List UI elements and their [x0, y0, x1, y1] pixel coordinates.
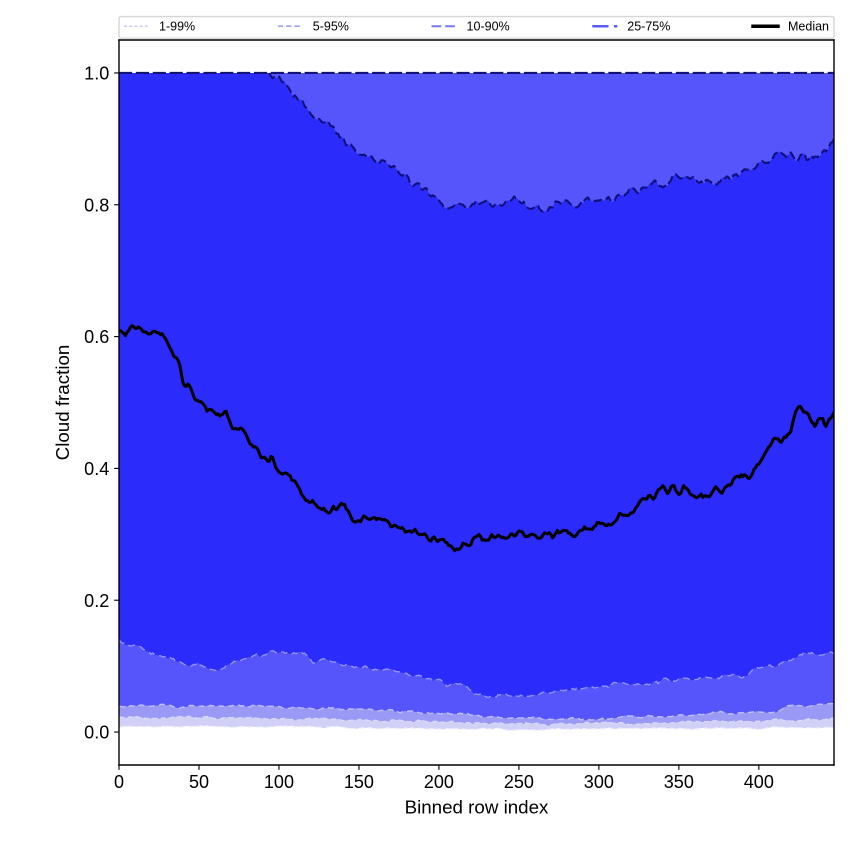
svg-text:0.6: 0.6 [84, 327, 109, 347]
svg-text:1-99%: 1-99% [159, 20, 195, 34]
svg-text:0.8: 0.8 [84, 195, 109, 215]
svg-text:50: 50 [189, 772, 209, 792]
svg-text:10-90%: 10-90% [467, 20, 510, 34]
svg-text:0.0: 0.0 [84, 723, 109, 743]
svg-text:1.0: 1.0 [84, 63, 109, 83]
svg-text:400: 400 [744, 772, 774, 792]
svg-text:250: 250 [504, 772, 534, 792]
svg-text:5-95%: 5-95% [313, 20, 349, 34]
svg-text:Binned row index: Binned row index [405, 796, 549, 817]
svg-text:Median: Median [788, 20, 829, 34]
svg-text:0.2: 0.2 [84, 591, 109, 611]
svg-text:0.4: 0.4 [84, 459, 109, 479]
svg-text:200: 200 [424, 772, 454, 792]
svg-text:350: 350 [664, 772, 694, 792]
svg-text:300: 300 [584, 772, 614, 792]
svg-text:0: 0 [114, 772, 124, 792]
svg-text:150: 150 [344, 772, 374, 792]
svg-text:25-75%: 25-75% [627, 20, 670, 34]
svg-text:100: 100 [264, 772, 294, 792]
svg-text:Cloud fraction: Cloud fraction [52, 345, 73, 461]
